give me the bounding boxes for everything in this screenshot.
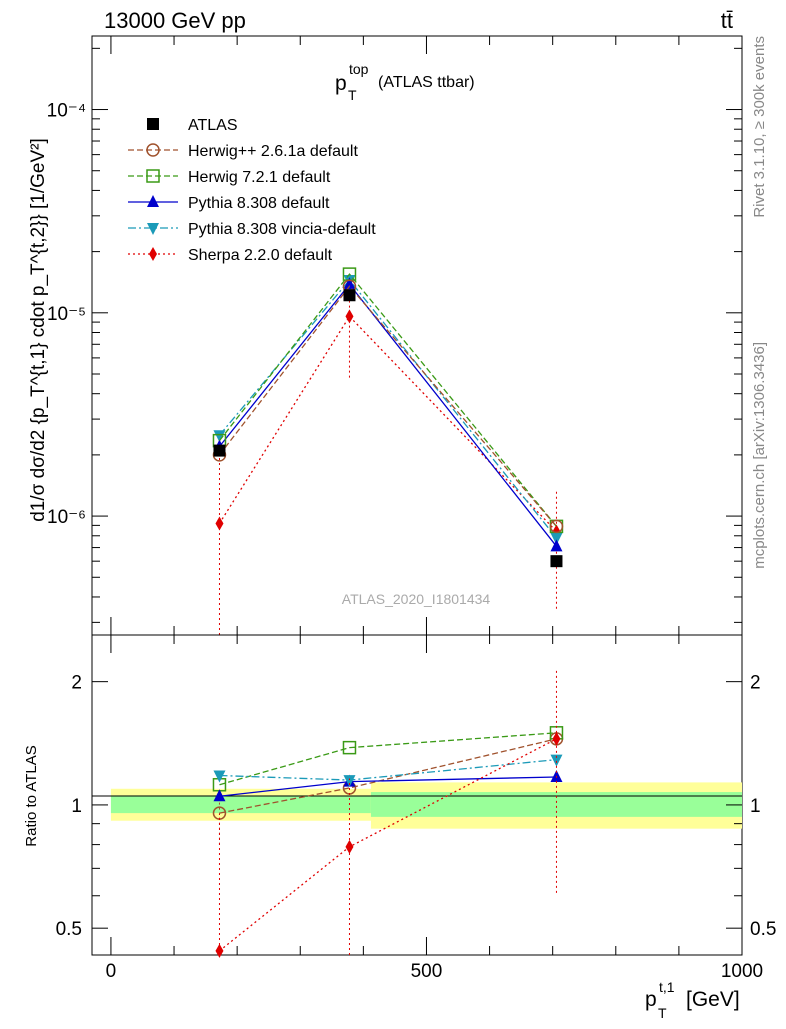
ratio-line [219, 758, 557, 781]
series-atlas [213, 289, 563, 568]
ratio-ylabel: Ratio to ATLAS [23, 745, 40, 846]
main-ytick-label: 10⁻⁶ [47, 507, 86, 528]
xlabel-main: p [645, 988, 657, 1011]
ratio-point [552, 731, 561, 746]
ratio-point [345, 839, 354, 854]
ratio-line [219, 732, 557, 786]
ratio-point [343, 775, 356, 788]
plot-title-sup: top [349, 61, 369, 77]
series-pythia-8-308-vincia-default [213, 275, 563, 546]
series-pythia-8-308-default [213, 277, 563, 552]
ratio-line [219, 738, 557, 952]
ratio-line [219, 738, 557, 814]
ratio-xtick-labels: 0 500 1000 [106, 961, 763, 982]
main-panel: 10⁻⁶ 10⁻⁵ 10⁻⁴ p top T (ATLAS ttbar) ATLAS… [28, 35, 743, 636]
legend-entry: Pythia 8.308 default [128, 195, 330, 212]
legend-label: ATLAS [188, 117, 238, 134]
ratio-ticks [92, 635, 743, 955]
data-point [549, 519, 564, 534]
legend-label: Sherpa 2.2.0 default [188, 247, 333, 264]
legend-entry: Pythia 8.308 vincia-default [128, 221, 376, 238]
data-point [215, 516, 224, 531]
data-point [345, 309, 354, 324]
main-ytick-label: 10⁻⁵ [47, 304, 86, 325]
data-point [550, 539, 563, 552]
series-line [218, 315, 557, 532]
ratio-ytick-labels: 0.5 0.5 1 1 2 2 [56, 673, 777, 941]
main-data [212, 267, 564, 635]
ratio-xtick-label: 500 [411, 961, 443, 982]
legend-marker [146, 169, 160, 183]
watermark: ATLAS_2020_I1801434 [342, 591, 491, 607]
main-ylabel: d1/σ dσ/d2 {p_T^{t,1} cdot p_T^{t,2}} [1… [28, 138, 49, 522]
ratio-ytick-label-left: 2 [71, 673, 82, 694]
legend-marker [146, 143, 160, 157]
ratio-ytick-label-right: 2 [750, 673, 761, 694]
ratio-ylabel-text: Ratio to ATLAS [23, 745, 40, 846]
ratio-xtick-label: 0 [106, 961, 117, 982]
ratio-ytick-label-left: 1 [71, 796, 82, 817]
plot-title-sub: T [348, 87, 357, 103]
main-ytick-label: 10⁻⁴ [47, 101, 86, 122]
data-point [550, 533, 563, 546]
energy-label: 13000 GeV pp [104, 8, 246, 33]
series-line [218, 283, 557, 547]
legend-entry: Herwig++ 2.6.1a default [128, 143, 358, 160]
plot-title: p [335, 72, 347, 95]
ratio-ytick-label-right: 0.5 [750, 919, 776, 940]
data-point [213, 430, 226, 443]
data-point [550, 555, 563, 568]
ratio-bands [110, 782, 742, 829]
legend-entry: Herwig 7.2.1 default [128, 169, 331, 186]
legend-marker [147, 118, 159, 130]
ratio-point [550, 754, 563, 767]
legend-entry: ATLAS [147, 117, 238, 134]
legend-label: Herwig++ 2.6.1a default [188, 143, 358, 160]
main-ytick-labels: 10⁻⁶ 10⁻⁵ 10⁻⁴ [47, 101, 86, 529]
ratio-panel: 0.5 0.5 1 1 2 2 0 500 1000 Ratio to ATLAS p t,1… [23, 634, 777, 1021]
series-herwig-2-6-1a-default [212, 279, 564, 534]
legend-label: Pythia 8.308 vincia-default [188, 221, 376, 238]
plot-title-main: p [335, 72, 347, 95]
legend-marker [147, 195, 159, 207]
ratio-data [212, 668, 564, 958]
rivet-label: Rivet 3.1.10, ≥ 300k events [751, 36, 768, 218]
ratio-point [213, 770, 226, 783]
legend-marker [149, 247, 157, 261]
ratio-xtick-label: 1000 [721, 961, 763, 982]
main-ylabel-text: d1/σ dσ/d2 {p_T^{t,1} cdot p_T^{t,2}} [1… [28, 138, 49, 522]
ratio-band-inner [110, 795, 371, 814]
data-point [213, 444, 226, 457]
data-point [343, 277, 356, 290]
legend-entry: Sherpa 2.2.0 default [128, 247, 333, 264]
series-line [218, 278, 557, 539]
data-point [343, 289, 356, 302]
ratio-point [215, 943, 224, 958]
legend-marker [147, 223, 159, 235]
ratio-point [213, 789, 226, 802]
xlabel-sub: T [658, 1005, 667, 1021]
ratio-series-sherpa-2-2-0-default [215, 668, 561, 958]
plot-title-suffix: (ATLAS ttbar) [378, 74, 475, 91]
ratio-ytick-label-right: 1 [750, 796, 761, 817]
ratio-ytick-label-left: 0.5 [56, 919, 82, 940]
legend: ATLAS Herwig++ 2.6.1a default Herwig 7.2.1… [128, 117, 376, 264]
ratio-series-pythia-8-308-vincia-default [213, 754, 563, 788]
series-line [218, 273, 557, 527]
xlabel-sup: t,1 [659, 979, 675, 995]
legend-label: Pythia 8.308 default [188, 195, 330, 212]
xlabel-suffix: [GeV] [686, 988, 740, 1011]
series-line [218, 285, 557, 527]
legend-label: Herwig 7.2.1 default [188, 169, 331, 186]
main-ticks [92, 36, 743, 635]
ratio-point [342, 740, 357, 755]
process-label: tt̄ [721, 8, 733, 33]
series-herwig-7-2-1-default [212, 267, 564, 534]
source-label: mcplots.cern.ch [arXiv:1306.3436] [751, 342, 768, 569]
